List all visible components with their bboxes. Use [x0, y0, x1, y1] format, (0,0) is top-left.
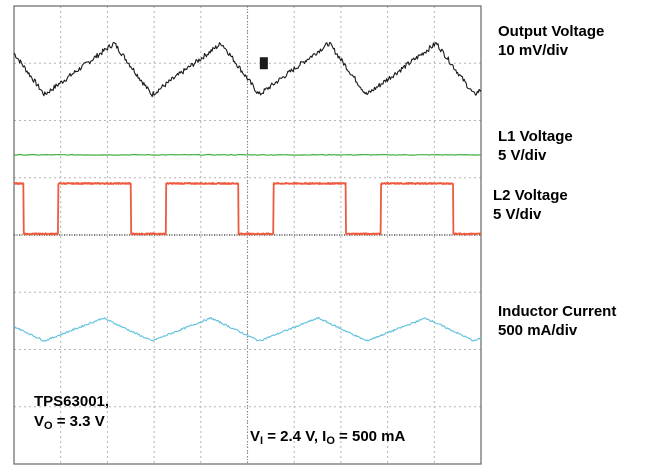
- ch2-label: L1 Voltage 5 V/div: [498, 127, 573, 165]
- vout-annotation: VO = 3.3 V: [34, 413, 105, 432]
- ch2-name: L1 Voltage: [498, 128, 573, 145]
- ch3-name: L2 Voltage: [493, 187, 568, 204]
- device-name: TPS63001,: [34, 393, 110, 410]
- trace-ch2: [14, 153, 481, 156]
- plot-frame: [13, 5, 482, 465]
- trace-ch1: [13, 41, 482, 98]
- trigger-marker: [259, 57, 268, 70]
- ch1-label: Output Voltage 10 mV/div: [498, 22, 604, 60]
- trace-ch4: [13, 316, 482, 342]
- ch1-scale: 10 mV/div: [498, 42, 569, 59]
- ch4-scale: 500 mA/div: [498, 322, 578, 339]
- device-annotation: TPS63001, VO = 3.3 V: [34, 392, 109, 432]
- ch1-name: Output Voltage: [498, 23, 605, 40]
- ch4-name: Inductor Current: [498, 303, 617, 320]
- conditions-annotation: VI = 2.4 V, IO = 500 mA: [250, 428, 406, 447]
- ch3-label: L2 Voltage 5 V/div: [493, 186, 568, 224]
- trace-ch3: [13, 182, 482, 236]
- ch4-label: Inductor Current 500 mA/div: [498, 302, 616, 340]
- ch3-scale: 5 V/div: [493, 206, 542, 223]
- ch2-scale: 5 V/div: [498, 147, 547, 164]
- plot-traces: [13, 41, 482, 342]
